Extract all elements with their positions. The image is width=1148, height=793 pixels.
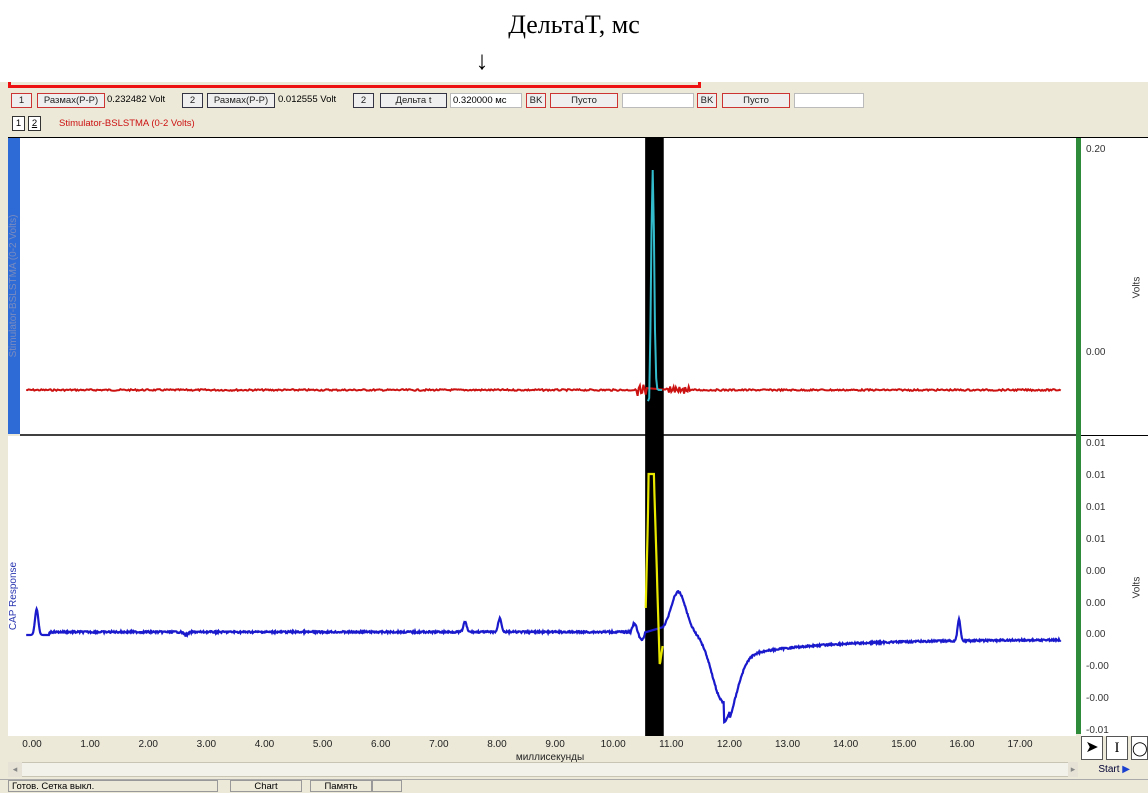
x-tick-label: 16.00 bbox=[949, 739, 975, 750]
x-tick-label: 2.00 bbox=[138, 739, 158, 750]
y-tick-label: 0.01 bbox=[1086, 533, 1106, 545]
ch1-measure-button[interactable]: Размах(P-P) bbox=[37, 93, 105, 108]
channel-tab-2[interactable]: 2 bbox=[28, 116, 41, 131]
status-chart: Chart bbox=[230, 780, 302, 792]
annotation-arrow: ↓ bbox=[475, 46, 489, 75]
y-tick-label: 0.01 bbox=[1086, 501, 1106, 513]
empty-measure-button-2[interactable]: Пусто bbox=[722, 93, 790, 108]
empty-measure-button-1[interactable]: Пусто bbox=[550, 93, 618, 108]
delta-t-button[interactable]: Дельта t bbox=[380, 93, 447, 108]
hidden-toolbar-strip bbox=[8, 82, 701, 88]
y-tick-label: 0.00 bbox=[1086, 347, 1106, 358]
horizontal-scrollbar[interactable] bbox=[8, 762, 1076, 777]
cap-response-trace bbox=[26, 589, 1062, 724]
ibeam-tool-icon[interactable]: I bbox=[1106, 736, 1128, 760]
x-axis-area bbox=[0, 736, 1080, 766]
x-axis-label: миллисекунды bbox=[515, 752, 585, 763]
empty-measure-value-2 bbox=[794, 93, 864, 108]
x-tick-label: 3.00 bbox=[196, 739, 217, 750]
x-tick-label: 6.00 bbox=[370, 739, 391, 750]
y-tick-label: -0.00 bbox=[1086, 693, 1109, 705]
right-scale-area bbox=[1081, 138, 1148, 736]
plot-top-border bbox=[8, 137, 1148, 138]
x-tick-label: 1.00 bbox=[80, 739, 100, 750]
ch1-measure-value: 0.232482 Volt bbox=[107, 94, 166, 105]
stimulator-trace bbox=[26, 382, 1062, 397]
x-tick-label: 8.00 bbox=[487, 739, 507, 750]
channel-tab-1[interactable]: 1 bbox=[12, 116, 25, 131]
y-tick-label: 0.00 bbox=[1086, 597, 1106, 609]
y-tick-label: 0.01 bbox=[1086, 469, 1106, 481]
plot-background bbox=[20, 138, 1076, 736]
scroll-left-icon[interactable]: ◂ bbox=[8, 762, 22, 777]
stimulator-selected-trace bbox=[647, 169, 662, 402]
x-tick-label: 15.00 bbox=[891, 739, 917, 750]
scroll-right-icon[interactable]: ▸ bbox=[1068, 762, 1078, 777]
ch2-measure-button[interactable]: Размах(P-P) bbox=[207, 93, 275, 108]
x-tick-label: 7.00 bbox=[429, 739, 449, 750]
top-channel-label: Stimulator-BSLSTMA (0-2 Volts) bbox=[8, 214, 19, 358]
start-label: Start bbox=[1098, 764, 1120, 775]
top-channel-color-bar bbox=[8, 138, 20, 434]
y-tick-label: -0.00 bbox=[1086, 661, 1109, 673]
x-tick-label: 5.00 bbox=[312, 739, 333, 750]
y-tick-label: 0.20 bbox=[1086, 144, 1106, 155]
right-scale-bar bbox=[1076, 138, 1081, 734]
start-button[interactable]: Start ▶ bbox=[1080, 762, 1130, 777]
waveform-plot[interactable] bbox=[20, 138, 1076, 736]
play-icon: ▶ bbox=[1122, 764, 1130, 775]
y-tick-label: 0.01 bbox=[1086, 438, 1106, 449]
top-unit-label: Volts bbox=[1131, 276, 1143, 299]
status-empty-cell bbox=[372, 780, 402, 792]
x-tick-label: 12.00 bbox=[716, 739, 742, 750]
ch1-selector-button[interactable]: 1 bbox=[11, 93, 32, 108]
y-tick-label: 0.00 bbox=[1086, 565, 1106, 577]
y-tick-label: 0.00 bbox=[1086, 629, 1106, 641]
bk-button-2[interactable]: BK bbox=[697, 93, 717, 108]
bottom-channel-label: CAP Response bbox=[8, 561, 19, 631]
x-tick-label: 10.00 bbox=[600, 739, 626, 750]
ch2-selector-button[interactable]: 2 bbox=[182, 93, 203, 108]
bk-button-1[interactable]: BK bbox=[526, 93, 546, 108]
bottom-channel-label-area bbox=[8, 436, 20, 736]
cap-selected-trace bbox=[644, 472, 664, 665]
pointer-tool-icon[interactable]: ➤ bbox=[1081, 736, 1103, 760]
ch2-measure-value: 0.012555 Volt bbox=[278, 94, 337, 105]
x-tick-label: 13.00 bbox=[775, 739, 801, 750]
ch3-selector-button[interactable]: 2 bbox=[353, 93, 374, 108]
stimulator-channel-tab-label[interactable]: Stimulator-BSLSTMA (0-2 Volts) bbox=[59, 118, 195, 129]
y-tick-label: -0.01 bbox=[1086, 725, 1109, 737]
zoom-tool-icon[interactable]: ◯ bbox=[1131, 736, 1148, 760]
annotation-title: ДельтаT, мс bbox=[508, 10, 640, 39]
delta-t-value: 0.320000 мс bbox=[450, 93, 522, 108]
empty-measure-value-1 bbox=[622, 93, 694, 108]
x-tick-label: 0.00 bbox=[22, 739, 42, 750]
status-memory: Память bbox=[310, 780, 372, 792]
x-tick-label: 11.00 bbox=[659, 739, 684, 750]
x-tick-label: 4.00 bbox=[254, 739, 275, 750]
delta-t-selection bbox=[645, 138, 664, 736]
bottom-unit-label: Volts bbox=[1131, 576, 1143, 599]
x-tick-label: 14.00 bbox=[833, 739, 859, 750]
x-tick-label: 17.00 bbox=[1007, 739, 1033, 750]
right-scale-separator bbox=[1081, 435, 1148, 436]
x-tick-label: 9.00 bbox=[545, 739, 565, 750]
status-text: Готов. Сетка выкл. bbox=[8, 780, 218, 792]
